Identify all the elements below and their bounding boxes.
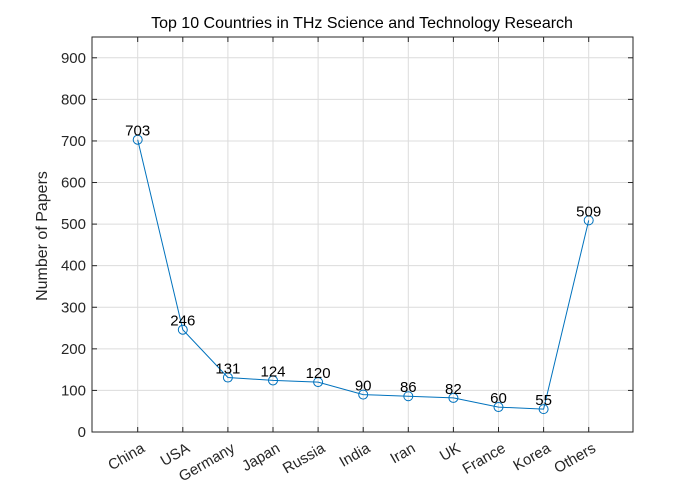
y-tick-label: 600 — [61, 175, 86, 192]
data-point — [313, 377, 324, 388]
data-label: 60 — [490, 390, 507, 407]
y-tick-label: 300 — [61, 299, 86, 316]
data-label: 124 — [260, 363, 285, 380]
data-point — [268, 375, 278, 386]
data-label: 55 — [535, 392, 552, 409]
y-axis-label: Number of Papers — [34, 171, 51, 301]
x-tick-label: India — [337, 439, 374, 470]
x-tick-label: Japan — [239, 440, 283, 475]
series-line — [137, 139, 590, 410]
data-point — [132, 134, 143, 145]
data-label: 131 — [215, 361, 240, 378]
x-tick-label: Russia — [280, 439, 329, 477]
y-tick-label: 0 — [78, 424, 86, 441]
y-axis: 0 100 200 300 400 500 600 700 800 900 — [61, 50, 633, 441]
chart-title: Top 10 Countries in THz Science and Tech… — [151, 15, 573, 32]
x-tick-label: China — [105, 439, 148, 474]
y-tick-label: 100 — [61, 382, 86, 399]
data-label: 246 — [170, 313, 195, 330]
data-label: 90 — [355, 378, 372, 395]
plot-area — [91, 36, 634, 433]
x-tick-label: Korea — [510, 439, 554, 474]
data-label: 703 — [125, 123, 150, 140]
y-tick-label: 800 — [61, 91, 86, 108]
data-point — [222, 372, 233, 383]
data-point — [583, 215, 594, 226]
data-point — [448, 392, 459, 403]
data-point — [538, 404, 549, 415]
grid — [92, 37, 633, 433]
y-tick-label: 500 — [61, 216, 86, 233]
data-label: 120 — [306, 365, 331, 382]
data-point — [493, 402, 504, 413]
data-label: 509 — [576, 203, 601, 220]
y-tick-label: 900 — [61, 50, 86, 67]
x-tick-label: France — [460, 440, 509, 478]
y-tick-label: 200 — [61, 341, 86, 358]
data-label: 82 — [445, 381, 462, 398]
data-point — [177, 324, 188, 335]
data-label: 86 — [400, 379, 417, 396]
x-tick-label: Iran — [387, 440, 418, 468]
data-point — [358, 389, 369, 400]
series-papers — [132, 134, 594, 415]
y-tick-label: 400 — [61, 258, 86, 275]
data-point — [403, 391, 414, 402]
x-tick-label: Others — [551, 440, 598, 477]
y-tick-label: 700 — [61, 133, 86, 150]
data-labels: 703 246 131 124 120 90 86 82 60 55 509 — [125, 123, 601, 409]
x-tick-label: UK — [437, 440, 464, 465]
